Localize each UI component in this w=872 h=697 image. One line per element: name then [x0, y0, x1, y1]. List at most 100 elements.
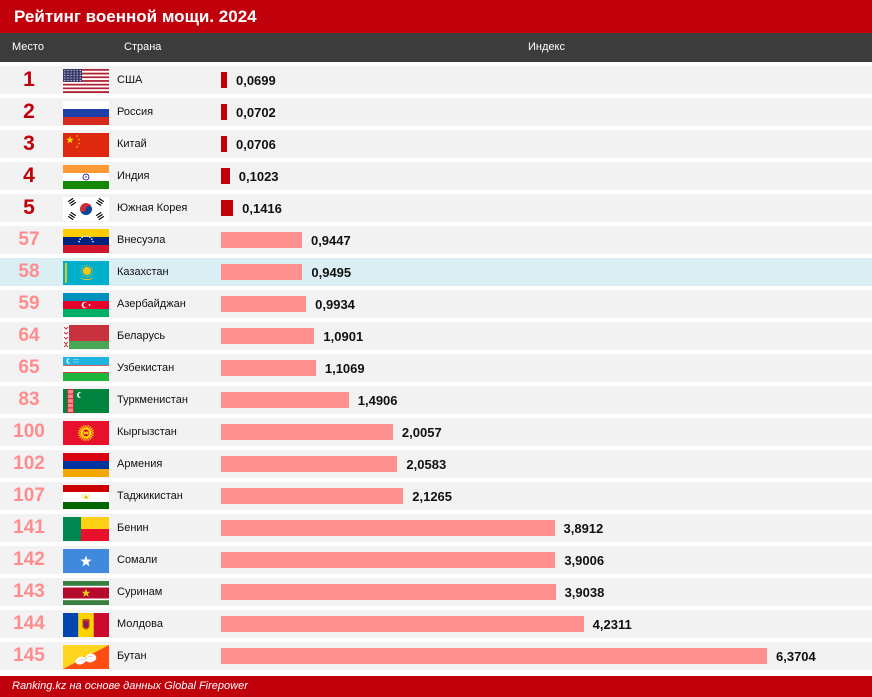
armenia-flag-icon [63, 453, 109, 477]
table-header: Место Страна Индекс [0, 33, 872, 62]
country-label: Китай [117, 138, 147, 150]
value-label: 0,9447 [310, 233, 351, 248]
value-label: 2,0583 [406, 457, 447, 472]
rank-label: 141 [13, 517, 45, 538]
table-row: 3 Китай 0,0706 [0, 130, 872, 158]
tajikistan-flag-icon [63, 485, 109, 509]
index-bar [221, 648, 767, 664]
country-label: Бенин [117, 522, 149, 534]
table-row: 1 США 0,0699 [0, 66, 872, 94]
moldova-flag-icon [63, 613, 109, 637]
table-row: 100 Кыргызстан 2,0057 [0, 418, 872, 446]
value-label: 1,4906 [357, 393, 398, 408]
index-bar [221, 488, 404, 504]
rank-label: 57 [18, 229, 40, 250]
table-row: 102 Армения 2,0583 [0, 450, 872, 478]
table-row: 64 Беларусь 1,0901 [0, 322, 872, 350]
country-label: Внесуэла [117, 234, 166, 246]
somalia-flag-icon [63, 549, 109, 573]
suriname-flag-icon [63, 581, 109, 605]
usa-flag-icon [63, 69, 109, 93]
index-bar [221, 104, 228, 120]
country-label: Суринам [117, 586, 163, 598]
index-bar [221, 552, 556, 568]
india-flag-icon [63, 165, 109, 189]
value-label: 0,1023 [238, 169, 279, 184]
value-label: 0,9934 [315, 297, 355, 312]
country-label: Кыргызстан [117, 426, 177, 438]
belarus-flag-icon [63, 325, 109, 349]
value-label: 0,0702 [236, 105, 276, 120]
index-bar [221, 584, 556, 600]
value-label: 0,0706 [236, 137, 276, 152]
table-row: 59 Азербайджан 0,9934 [0, 290, 872, 318]
rank-label: 65 [18, 357, 40, 378]
rank-label: 59 [18, 293, 40, 314]
russia-flag-icon [63, 101, 109, 125]
index-bar [221, 456, 398, 472]
table-row: 144 Молдова 4,2311 [0, 610, 872, 638]
china-flag-icon [63, 133, 109, 157]
bhutan-flag-icon [63, 645, 109, 669]
value-label: 3,9006 [564, 553, 605, 568]
country-label: Таджикистан [117, 490, 183, 502]
table-row: 58 Казахстан 0,9495 [0, 258, 872, 286]
value-label: 4,2311 [592, 617, 632, 632]
rank-label: 5 [23, 196, 35, 219]
column-header-index: Индекс [528, 41, 565, 53]
rank-label: 102 [13, 453, 45, 474]
index-bar [221, 392, 349, 408]
title-bar: Рейтинг военной мощи. 2024 [0, 0, 872, 33]
country-label: Армения [117, 458, 163, 470]
index-bar [221, 328, 315, 344]
value-label: 3,8912 [563, 521, 604, 536]
uzbekistan-flag-icon [63, 357, 109, 381]
value-label: 2,1265 [412, 489, 453, 504]
rank-label: 144 [13, 613, 45, 634]
table-row: 2 Россия 0,0702 [0, 98, 872, 126]
index-bar [221, 520, 555, 536]
rank-label: 64 [18, 325, 40, 346]
country-label: Индия [117, 170, 150, 182]
country-label: Южная Корея [117, 202, 188, 214]
country-label: Казахстан [117, 266, 169, 278]
value-label: 2,0057 [401, 425, 442, 440]
index-bar [221, 264, 303, 280]
page-title: Рейтинг военной мощи. 2024 [14, 7, 257, 26]
index-bar [221, 136, 228, 152]
rank-label: 2 [23, 100, 35, 123]
rank-label: 100 [13, 421, 45, 442]
column-header-rank: Место [12, 41, 44, 53]
footer-bar: Ranking.kz на основе данных Global Firep… [0, 676, 872, 697]
table-row: 143 Суринам 3,9038 [0, 578, 872, 606]
index-bar [221, 168, 230, 184]
rank-label: 83 [18, 389, 40, 410]
ranking-table: 1 США 0,0699 2 Россия 0,0702 3 Китай 0,0706 4 Инди… [0, 62, 872, 676]
index-bar [221, 360, 316, 376]
rank-label: 4 [23, 164, 35, 187]
table-row: 65 Узбекистан 1,1069 [0, 354, 872, 382]
table-row: 107 Таджикистан 2,1265 [0, 482, 872, 510]
country-label: Сомали [117, 554, 158, 566]
country-label: Туркменистан [117, 394, 188, 406]
table-row: 141 Бенин 3,8912 [0, 514, 872, 542]
table-row: 4 Индия 0,1023 [0, 162, 872, 190]
table-row: 83 Туркменистан 1,4906 [0, 386, 872, 414]
source-note: Ranking.kz на основе данных Global Firep… [12, 680, 248, 692]
value-label: 0,9495 [311, 265, 352, 280]
turkmenistan-flag-icon [63, 389, 109, 413]
value-label: 0,0699 [235, 73, 276, 88]
value-label: 1,0901 [323, 329, 364, 344]
index-bar [221, 616, 584, 632]
country-label: Беларусь [117, 330, 166, 342]
value-label: 0,1416 [242, 201, 282, 216]
rank-label: 1 [23, 68, 35, 91]
south-korea-flag-icon [63, 197, 109, 221]
value-label: 1,1069 [324, 361, 365, 376]
rank-label: 142 [13, 549, 45, 570]
country-label: Узбекистан [117, 362, 175, 374]
index-bar [221, 296, 307, 312]
country-label: Россия [117, 106, 154, 118]
column-header-country: Страна [124, 41, 162, 53]
rank-label: 107 [13, 485, 45, 506]
